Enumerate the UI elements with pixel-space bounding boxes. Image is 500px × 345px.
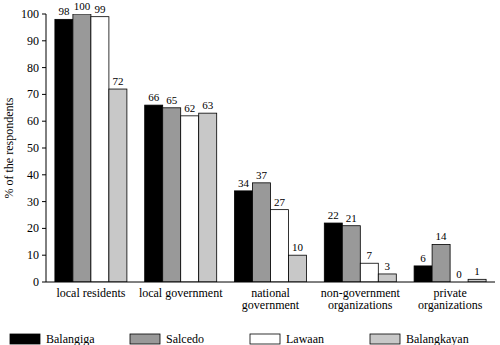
chart: 9866342261006537211499622770726310310102… <box>0 0 500 345</box>
y-tick-label: 50 <box>27 141 39 155</box>
data-label: 10 <box>292 241 304 253</box>
y-tick-label: 60 <box>27 114 39 128</box>
y-tick-label: 20 <box>27 221 39 235</box>
data-label: 72 <box>112 75 123 87</box>
bar <box>360 263 378 282</box>
y-axis-title: % of the respondents <box>2 97 16 198</box>
y-tick <box>42 228 46 229</box>
data-labels: 98 66 34 22 6 100 65 37 21 14 99 62 27 7 0 72 63 10 3 1 <box>58 0 479 280</box>
y-tick-label: 70 <box>27 87 39 101</box>
bar <box>73 14 91 282</box>
y-tick <box>42 174 46 175</box>
data-label: 100 <box>74 0 91 12</box>
category-label: local government <box>139 286 223 300</box>
data-label: 21 <box>346 212 357 224</box>
y-tick <box>42 67 46 68</box>
bar <box>181 116 199 282</box>
legend-label: Balangiga <box>46 332 95 345</box>
data-label: 37 <box>256 169 268 181</box>
bar <box>91 17 109 282</box>
y-tick <box>42 94 46 95</box>
bar <box>378 274 396 282</box>
legend: Balangiga Salcedo Lawaan Balangkayan <box>10 332 469 345</box>
category-label: local residents <box>56 286 125 300</box>
legend-label: Balangkayan <box>406 332 469 345</box>
y-tick-label: 40 <box>27 168 39 182</box>
y-tick <box>42 121 46 122</box>
data-label: 34 <box>238 177 250 189</box>
bars <box>55 14 486 282</box>
bar <box>414 266 432 282</box>
y-tick <box>42 148 46 149</box>
data-label: 65 <box>166 94 178 106</box>
category-label: privateorganizations <box>418 286 483 312</box>
y-tick <box>42 14 46 15</box>
legend-label: Salcedo <box>166 332 204 345</box>
y-tick-label: 90 <box>27 34 39 48</box>
data-label: 66 <box>148 91 160 103</box>
legend-swatch <box>370 334 400 344</box>
y-tick <box>42 282 46 283</box>
bar <box>163 108 181 282</box>
bar <box>342 226 360 282</box>
bar <box>199 113 217 282</box>
data-label: 98 <box>58 5 70 17</box>
bar <box>253 183 271 282</box>
y-tick-label: 0 <box>33 275 39 289</box>
bar <box>235 191 253 282</box>
legend-swatch <box>10 334 40 344</box>
data-label: 14 <box>436 230 448 242</box>
legend-swatch <box>130 334 160 344</box>
y-tick-label: 10 <box>27 248 39 262</box>
bar <box>324 223 342 282</box>
x-axis-line <box>46 282 495 283</box>
category-label: non-governmentorganizations <box>321 286 401 312</box>
bar <box>432 244 450 282</box>
data-label: 62 <box>184 102 195 114</box>
y-tick <box>42 40 46 41</box>
legend-swatch <box>250 334 280 344</box>
bar <box>55 19 73 282</box>
data-label: 3 <box>385 260 391 272</box>
y-tick <box>42 255 46 256</box>
y-tick-label: 80 <box>27 61 39 75</box>
legend-label: Lawaan <box>286 332 324 345</box>
bar <box>145 105 163 282</box>
data-label: 63 <box>202 99 214 111</box>
data-label: 99 <box>94 3 106 15</box>
bar <box>271 210 289 282</box>
y-tick <box>42 201 46 202</box>
data-label: 0 <box>456 268 462 280</box>
data-label: 1 <box>474 265 480 277</box>
data-label: 22 <box>328 209 339 221</box>
data-label: 7 <box>367 249 373 261</box>
category-label: nationalgovernment <box>242 286 300 312</box>
bar <box>289 255 307 282</box>
data-label: 27 <box>274 196 286 208</box>
y-tick-label: 30 <box>27 195 39 209</box>
data-label: 6 <box>420 252 426 264</box>
y-tick-label: 100 <box>21 7 39 21</box>
bar <box>109 89 127 282</box>
